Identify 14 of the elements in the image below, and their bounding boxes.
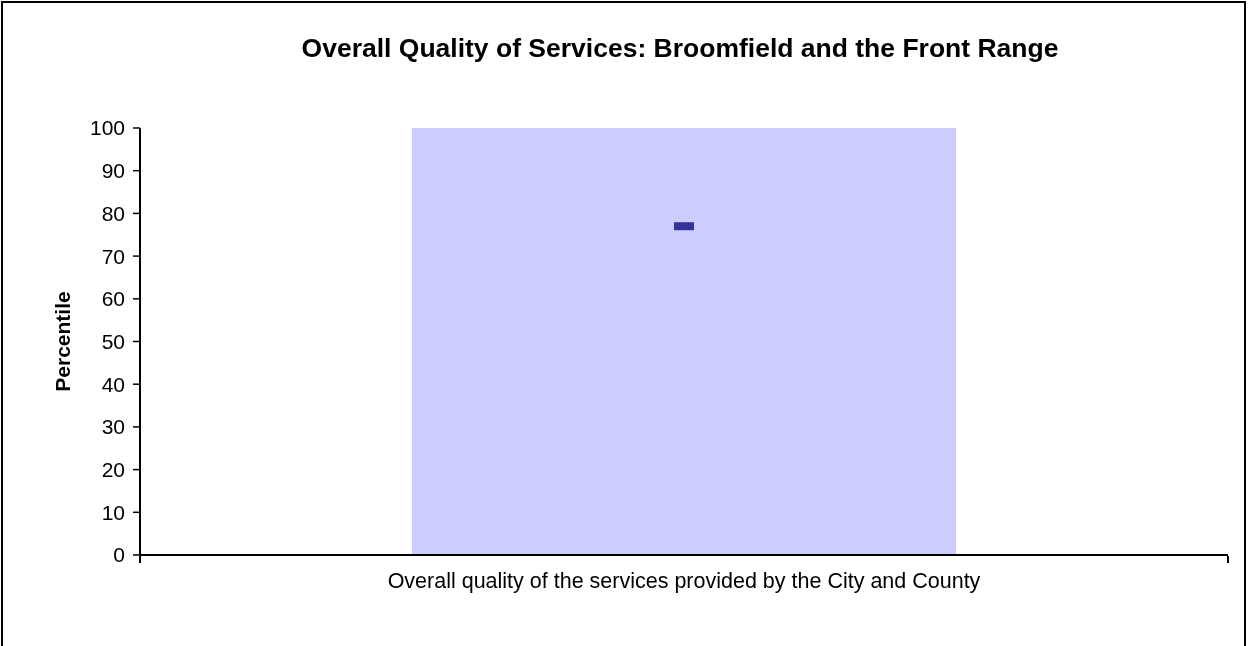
y-tick-label: 0	[113, 543, 125, 567]
y-tick-label: 40	[101, 372, 125, 396]
y-axis-title: Percentile	[50, 291, 74, 392]
y-tick-label: 20	[101, 458, 125, 482]
y-tick-label: 100	[89, 116, 125, 140]
y-tick-label: 30	[101, 415, 125, 439]
y-tick-label: 80	[101, 201, 125, 225]
y-tick-label: 90	[101, 159, 125, 183]
y-tick-label: 70	[101, 244, 125, 268]
y-tick-label: 50	[101, 329, 125, 353]
x-tick-label: Overall quality of the services provided by the City and County	[387, 569, 981, 594]
chart-title: Overall Quality of Services: Broomfield and the Front Range	[301, 33, 1059, 63]
y-tick-label: 10	[101, 500, 125, 524]
y-tick-label: 60	[101, 287, 125, 311]
